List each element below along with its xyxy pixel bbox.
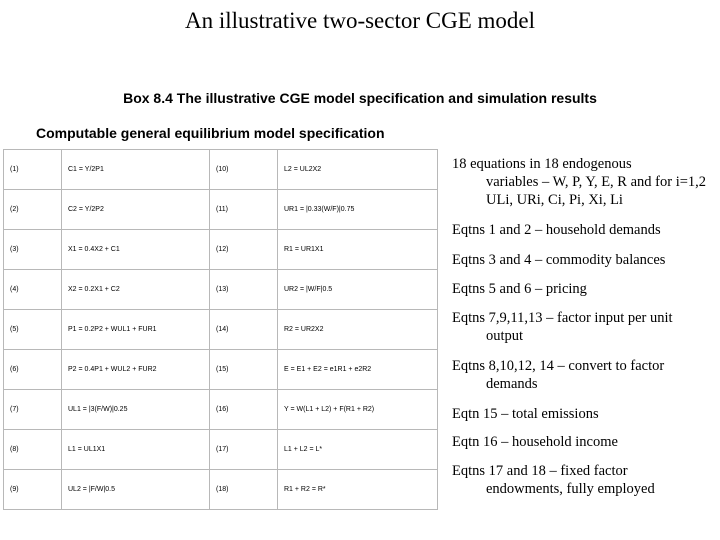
note-line: Eqtns 3 and 4 – commodity balances: [452, 252, 666, 268]
table-row: (9) UL2 = |F/W|0.5 (18) R1 + R2 = R*: [3, 469, 438, 510]
note-item: Eqtns 5 and 6 – pricing: [440, 280, 716, 298]
eq-number: (11): [209, 189, 278, 230]
note-item: Eqtns 1 and 2 – household demands: [440, 221, 716, 239]
eq-number: (5): [3, 309, 62, 350]
note-item: Eqtn 16 – household income: [440, 433, 716, 451]
eq-number: (18): [209, 469, 278, 510]
equation-table: (1) C1 = Y/2P1 (10) L2 = UL2X2 (2) C2 = …: [3, 149, 438, 510]
eq-formula: R2 = UR2X2: [277, 309, 438, 350]
note-line: Eqtns 17 and 18 – fixed factor: [452, 463, 628, 479]
eq-number: (13): [209, 269, 278, 310]
note-line: Eqtns 7,9,11,13 – factor input per unit: [452, 310, 673, 326]
note-item: 18 equations in 18 endogenous variables …: [440, 155, 716, 209]
eq-formula: L2 = UL2X2: [277, 149, 438, 190]
eq-formula: L1 + L2 = L*: [277, 429, 438, 470]
table-row: (6) P2 = 0.4P1 + WUL2 + FUR2 (15) E = E1…: [3, 349, 438, 390]
eq-number: (8): [3, 429, 62, 470]
spec-heading: Computable general equilibrium model spe…: [36, 125, 385, 141]
table-row: (2) C2 = Y/2P2 (11) UR1 = |0.33(W/F)|0.7…: [3, 189, 438, 230]
table-row: (1) C1 = Y/2P1 (10) L2 = UL2X2: [3, 149, 438, 190]
table-row: (8) L1 = UL1X1 (17) L1 + L2 = L*: [3, 429, 438, 470]
note-item: Eqtns 8,10,12, 14 – convert to factor de…: [440, 357, 716, 393]
note-continuation: endowments, fully employed: [486, 481, 655, 497]
eq-formula: UR2 = |W/F|0.5: [277, 269, 438, 310]
eq-number: (15): [209, 349, 278, 390]
table-row: (4) X2 = 0.2X1 + C2 (13) UR2 = |W/F|0.5: [3, 269, 438, 310]
eq-formula: L1 = UL1X1: [61, 429, 210, 470]
note-item: Eqtns 17 and 18 – fixed factor endowment…: [440, 462, 716, 498]
eq-formula: UL2 = |F/W|0.5: [61, 469, 210, 510]
table-row: (5) P1 = 0.2P2 + WUL1 + FUR1 (14) R2 = U…: [3, 309, 438, 350]
note-line: Eqtns 5 and 6 – pricing: [452, 281, 587, 297]
note-line: Eqtns 1 and 2 – household demands: [452, 222, 661, 238]
note-continuation: variables – W, P, Y, E, R and for i=1,2 …: [486, 174, 707, 208]
eq-formula: P2 = 0.4P1 + WUL2 + FUR2: [61, 349, 210, 390]
eq-number: (7): [3, 389, 62, 430]
note-line: Eqtn 16 – household income: [452, 434, 618, 450]
box-heading: Box 8.4 The illustrative CGE model speci…: [123, 90, 597, 106]
eq-number: (2): [3, 189, 62, 230]
eq-formula: X1 = 0.4X2 + C1: [61, 229, 210, 270]
eq-formula: R1 = UR1X1: [277, 229, 438, 270]
note-line: Eqtns 8,10,12, 14 – convert to factor: [452, 358, 665, 374]
eq-formula: Y = W(L1 + L2) + F(R1 + R2): [277, 389, 438, 430]
note-item: Eqtns 3 and 4 – commodity balances: [440, 251, 716, 269]
eq-formula: C2 = Y/2P2: [61, 189, 210, 230]
eq-formula: E = E1 + E2 = e1R1 + e2R2: [277, 349, 438, 390]
eq-formula: UL1 = |3(F/W)|0.25: [61, 389, 210, 430]
slide-title: An illustrative two-sector CGE model: [184, 8, 536, 33]
eq-number: (3): [3, 229, 62, 270]
eq-number: (6): [3, 349, 62, 390]
eq-formula: X2 = 0.2X1 + C2: [61, 269, 210, 310]
eq-number: (4): [3, 269, 62, 310]
eq-number: (14): [209, 309, 278, 350]
note-item: Eqtns 7,9,11,13 – factor input per unit …: [440, 309, 716, 345]
eq-formula: C1 = Y/2P1: [61, 149, 210, 190]
eq-number: (9): [3, 469, 62, 510]
eq-number: (16): [209, 389, 278, 430]
note-line: Eqtn 15 – total emissions: [452, 406, 599, 422]
eq-number: (10): [209, 149, 278, 190]
eq-number: (1): [3, 149, 62, 190]
note-continuation: output: [486, 328, 524, 344]
eq-formula: R1 + R2 = R*: [277, 469, 438, 510]
eq-formula: UR1 = |0.33(W/F)|0.75: [277, 189, 438, 230]
eq-formula: P1 = 0.2P2 + WUL1 + FUR1: [61, 309, 210, 350]
eq-number: (12): [209, 229, 278, 270]
table-row: (7) UL1 = |3(F/W)|0.25 (16) Y = W(L1 + L…: [3, 389, 438, 430]
eq-number: (17): [209, 429, 278, 470]
table-row: (3) X1 = 0.4X2 + C1 (12) R1 = UR1X1: [3, 229, 438, 270]
note-continuation: demands: [486, 376, 538, 392]
note-line: 18 equations in 18 endogenous: [452, 156, 632, 172]
note-item: Eqtn 15 – total emissions: [440, 405, 716, 423]
